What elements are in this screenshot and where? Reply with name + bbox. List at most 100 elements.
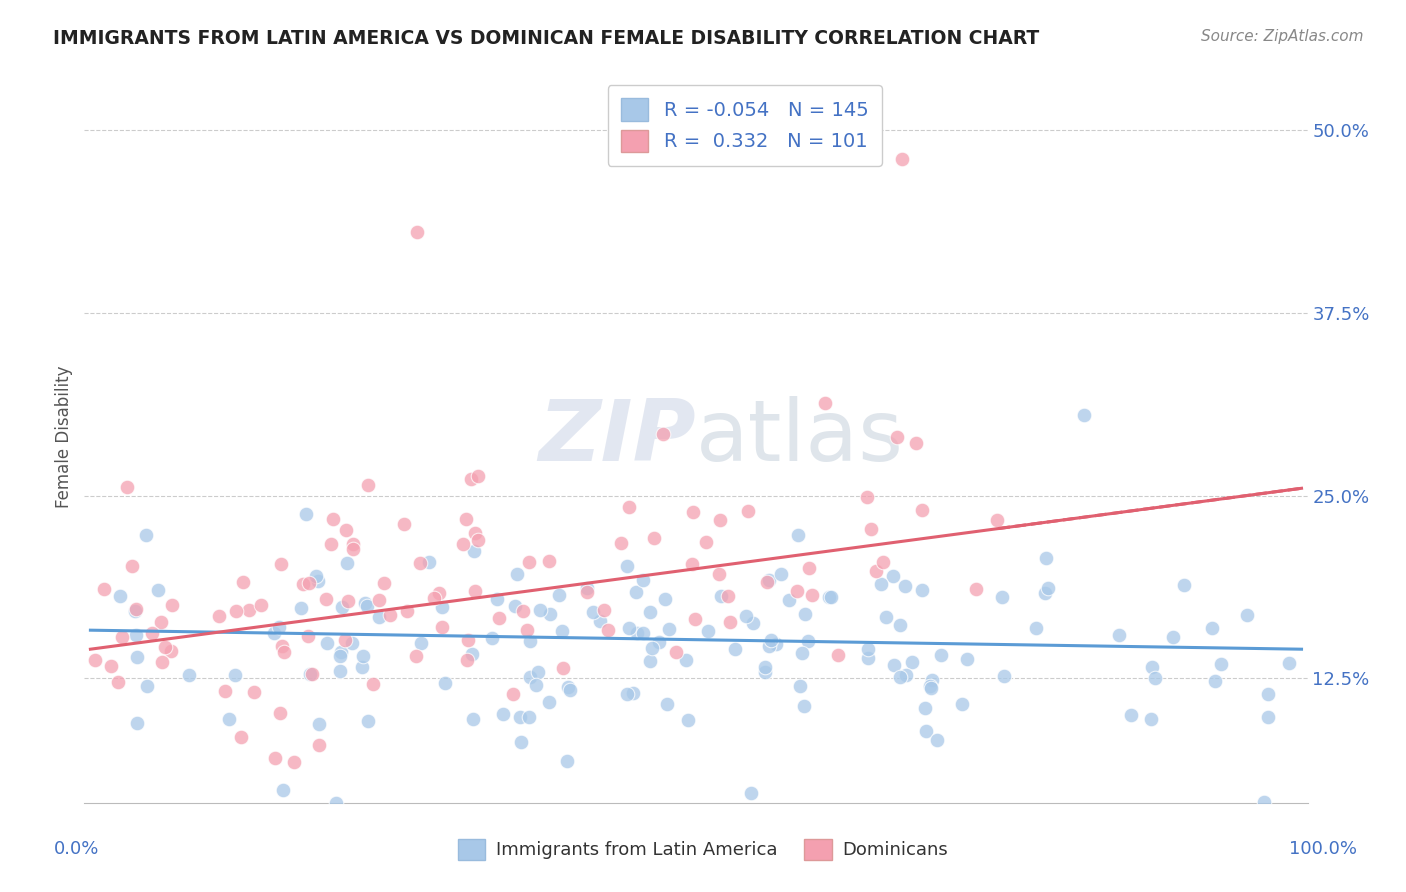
Point [519, 634, 541, 648]
Point [125, 602, 148, 616]
Point [406, 225, 429, 239]
Point [789, 679, 811, 693]
Point [149, 615, 172, 629]
Point [755, 574, 778, 589]
Point [411, 635, 433, 649]
Point [765, 637, 787, 651]
Point [638, 654, 661, 668]
Point [754, 665, 776, 679]
Point [160, 598, 183, 612]
Point [658, 622, 681, 636]
Point [298, 667, 321, 681]
Point [409, 556, 432, 570]
Point [814, 395, 837, 409]
Point [1257, 710, 1279, 724]
Point [218, 712, 240, 726]
Legend: Immigrants from Latin America, Dominicans: Immigrants from Latin America, Dominican… [451, 831, 955, 867]
Point [460, 472, 482, 486]
Point [886, 430, 908, 444]
Point [463, 544, 485, 558]
Point [709, 513, 731, 527]
Point [295, 507, 318, 521]
Point [456, 653, 478, 667]
Point [925, 733, 948, 747]
Point [264, 750, 287, 764]
Point [855, 490, 877, 504]
Point [329, 649, 352, 664]
Point [786, 584, 808, 599]
Point [512, 604, 534, 618]
Point [115, 480, 138, 494]
Point [395, 604, 418, 618]
Point [464, 584, 486, 599]
Point [681, 558, 703, 572]
Text: atlas: atlas [696, 395, 904, 479]
Point [519, 670, 541, 684]
Point [502, 687, 524, 701]
Point [905, 436, 928, 450]
Point [592, 603, 614, 617]
Point [986, 513, 1008, 527]
Point [356, 599, 378, 613]
Point [582, 605, 605, 619]
Point [889, 670, 911, 684]
Point [367, 593, 389, 607]
Point [1140, 712, 1163, 726]
Point [538, 695, 561, 709]
Point [641, 640, 664, 655]
Point [800, 588, 823, 602]
Point [380, 608, 402, 623]
Point [141, 626, 163, 640]
Text: Source: ZipAtlas.com: Source: ZipAtlas.com [1201, 29, 1364, 44]
Point [330, 599, 353, 614]
Point [1278, 656, 1301, 670]
Point [616, 558, 638, 573]
Point [560, 683, 582, 698]
Point [1024, 621, 1046, 635]
Text: 0.0%: 0.0% [53, 840, 98, 858]
Point [827, 648, 849, 662]
Point [342, 537, 364, 551]
Point [329, 665, 352, 679]
Point [124, 604, 146, 618]
Point [269, 620, 291, 634]
Point [453, 536, 475, 550]
Point [505, 567, 527, 582]
Point [720, 615, 742, 629]
Point [319, 536, 342, 550]
Point [793, 698, 815, 713]
Point [467, 533, 489, 548]
Point [626, 626, 648, 640]
Point [405, 648, 427, 663]
Point [1236, 607, 1258, 622]
Point [617, 621, 640, 635]
Point [464, 526, 486, 541]
Point [463, 712, 485, 726]
Point [914, 700, 936, 714]
Point [269, 706, 291, 720]
Point [758, 574, 780, 588]
Point [1036, 581, 1059, 595]
Point [153, 640, 176, 654]
Point [488, 611, 510, 625]
Point [797, 560, 820, 574]
Point [146, 583, 169, 598]
Point [1173, 577, 1195, 591]
Point [633, 573, 655, 587]
Point [292, 576, 315, 591]
Point [336, 556, 359, 570]
Point [654, 591, 676, 606]
Point [820, 590, 842, 604]
Point [111, 630, 134, 644]
Point [770, 567, 793, 582]
Point [136, 679, 159, 693]
Point [367, 609, 389, 624]
Point [273, 645, 295, 659]
Point [894, 579, 917, 593]
Point [710, 589, 733, 603]
Point [373, 575, 395, 590]
Point [208, 609, 231, 624]
Point [717, 589, 740, 603]
Point [576, 585, 599, 599]
Point [503, 599, 526, 613]
